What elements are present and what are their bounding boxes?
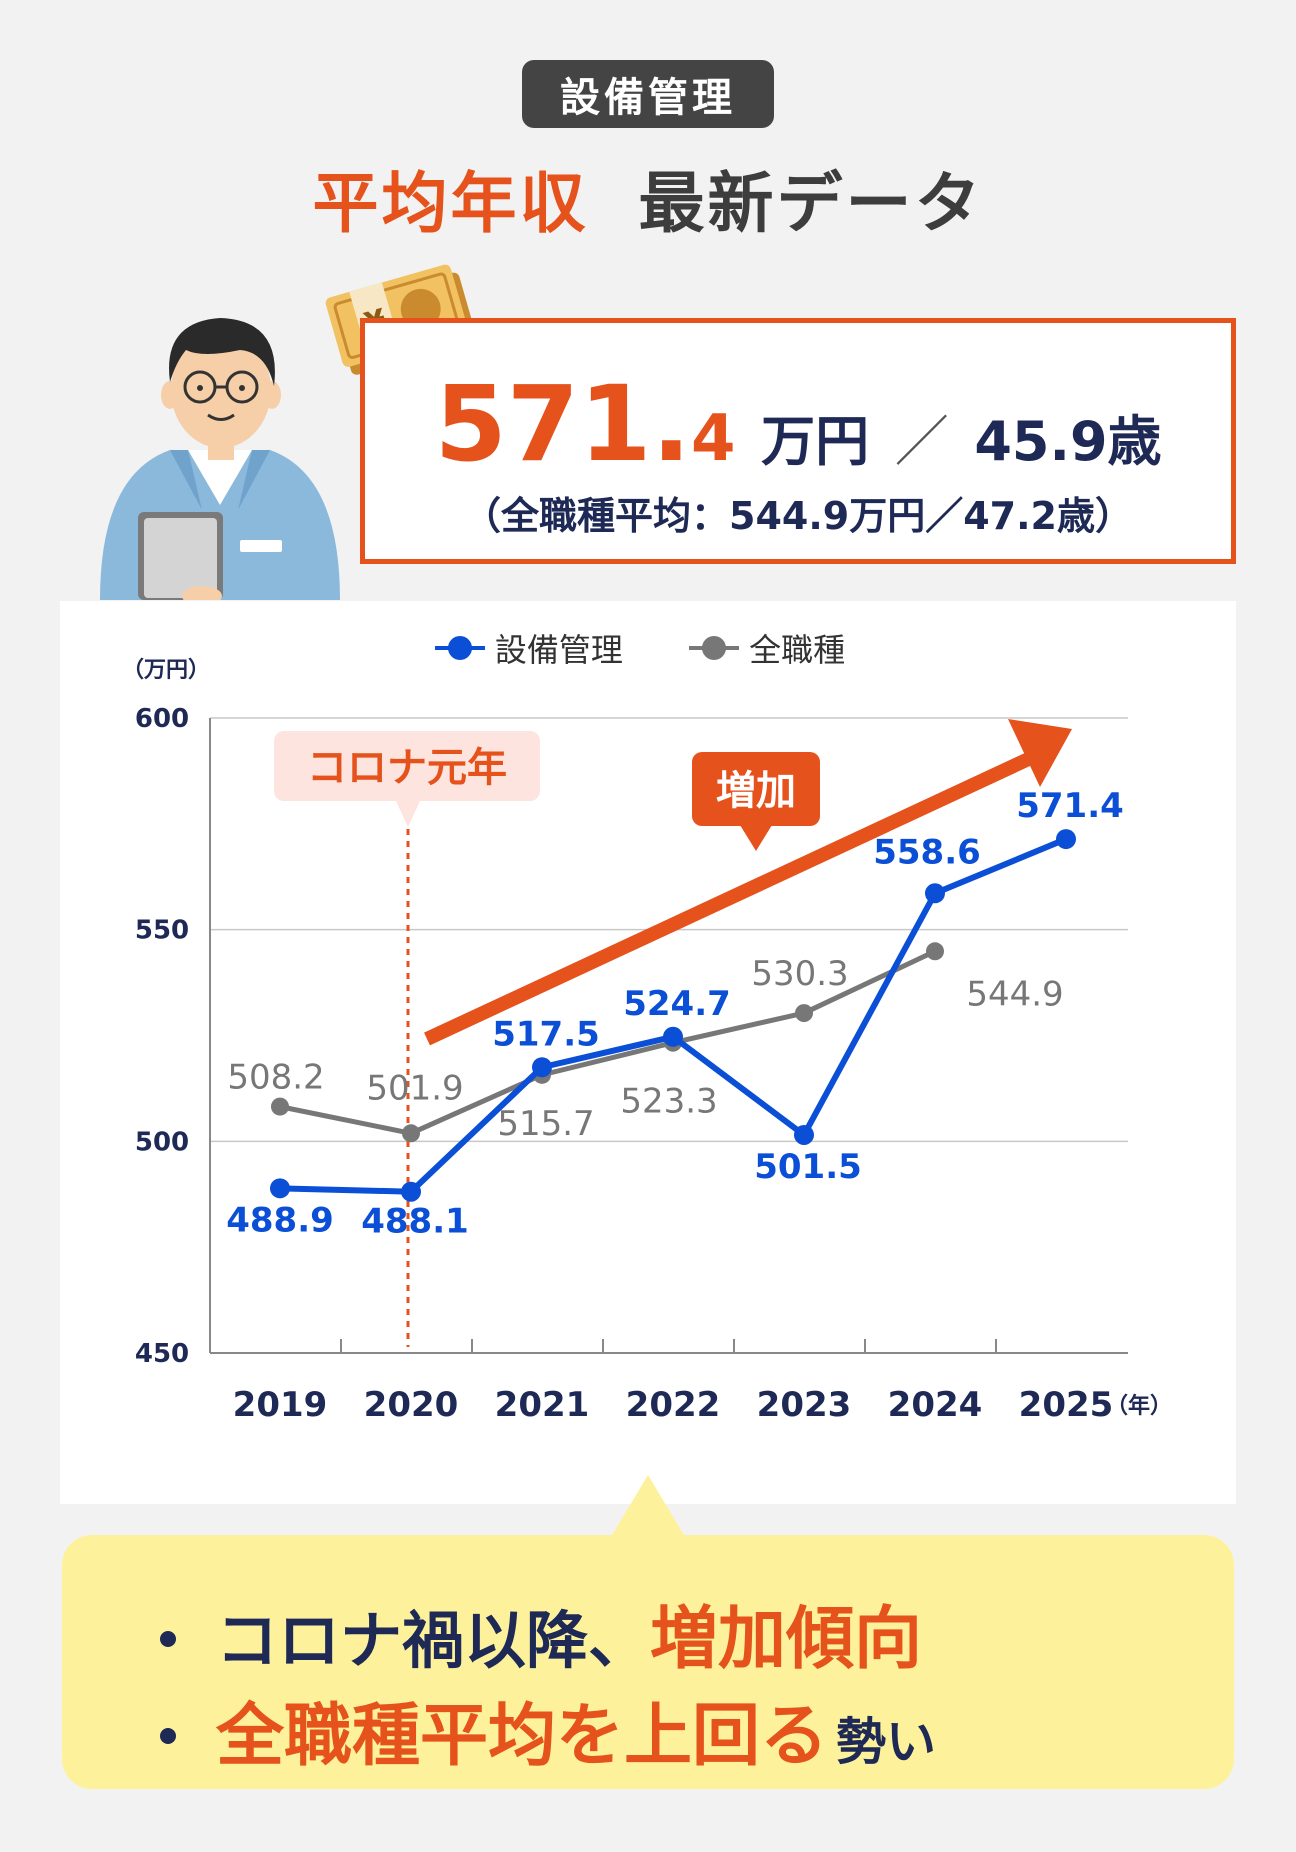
- data-label: 517.5: [492, 1014, 600, 1054]
- salary-stat-box: 571.4 万円 ／ 45.9歳 （全職種平均：544.9万円／47.2歳）: [360, 318, 1236, 564]
- data-point: [532, 1057, 552, 1078]
- data-label: 501.5: [754, 1147, 862, 1187]
- corona-label-tail: [396, 801, 420, 827]
- salary-line: 571.4 万円 ／ 45.9歳: [365, 363, 1231, 485]
- worker-illustration-icon: [100, 318, 340, 600]
- x-tick-label: 2021: [495, 1385, 590, 1425]
- increase-label-tail: [740, 825, 772, 851]
- data-point: [663, 1026, 683, 1047]
- data-point: [925, 883, 945, 904]
- data-point: [794, 1124, 814, 1145]
- summary-box: [62, 1535, 1234, 1789]
- title-highlight: 平均年収: [312, 165, 589, 242]
- x-tick-label: 2025: [1019, 1385, 1114, 1425]
- corona-label: コロナ元年: [307, 745, 507, 791]
- separator: ／: [894, 410, 949, 473]
- data-label: 523.3: [620, 1082, 717, 1122]
- age-value: 45.9歳: [974, 410, 1162, 473]
- bullet-dot-icon: [160, 1727, 176, 1744]
- trend-arrow-head: [1008, 719, 1072, 787]
- y-axis-unit-label: （万円）: [122, 658, 210, 683]
- corona-label-bg: [274, 731, 540, 801]
- page-title: 平均年収 最新データ: [0, 150, 1296, 246]
- summary-bullet-2: 全職種平均を上回る 勢い: [160, 1680, 936, 1779]
- y-tick-label: 500: [135, 1127, 189, 1157]
- increase-label-bg: [692, 752, 820, 826]
- salary-value: 571.4: [434, 363, 736, 485]
- data-label: 501.9: [366, 1068, 463, 1108]
- data-point: [795, 1004, 813, 1023]
- legend-item-series2: 全職種: [687, 625, 863, 671]
- y-tick-label: 450: [135, 1339, 189, 1369]
- x-tick-label: 2024: [888, 1385, 983, 1425]
- data-point: [270, 1178, 290, 1199]
- summary-bullet-1: コロナ禍以降、増加傾向: [160, 1583, 922, 1682]
- bullet-dot-icon: [160, 1630, 176, 1647]
- increase-label: 増加: [716, 768, 796, 814]
- data-point: [1056, 829, 1076, 850]
- x-tick-label: 2020: [364, 1385, 459, 1425]
- salary-unit: 万円: [761, 410, 870, 473]
- x-tick-label: 2019: [233, 1385, 328, 1425]
- summary-bubble-tail: [612, 1475, 684, 1535]
- legend-marker-blue-icon: [434, 636, 485, 660]
- data-point: [926, 942, 944, 961]
- salary-line-chart: 450 500 550 600 2019 2020 2021 2022 2023 2024 2025…: [122, 658, 1172, 1425]
- data-point: [271, 1097, 289, 1116]
- title-rest: 最新データ: [638, 165, 984, 242]
- x-axis-unit-label: （年）: [1106, 1393, 1172, 1419]
- trend-arrow-line: [424, 742, 1053, 1046]
- data-label: 508.2: [227, 1058, 324, 1098]
- comparison-text: （全職種平均：544.9万円／47.2歳）: [463, 494, 1133, 538]
- chart-card: 設備管理 全職種 450 500 550 600 2019 2020 2021 2022 202…: [60, 601, 1236, 1504]
- x-tick-label: 2022: [626, 1385, 721, 1425]
- legend-marker-gray-icon: [689, 636, 740, 660]
- data-point: [402, 1124, 420, 1143]
- data-label: 530.3: [751, 954, 848, 994]
- data-label: 488.9: [226, 1200, 334, 1240]
- series-line-1: [279, 948, 937, 1136]
- data-label: 515.7: [497, 1104, 594, 1144]
- data-point: [401, 1181, 421, 1202]
- x-tick-label: 2023: [757, 1385, 852, 1425]
- data-label: 544.9: [966, 974, 1063, 1014]
- y-tick-label: 550: [135, 916, 189, 946]
- legend-item-series1: 設備管理: [433, 625, 641, 671]
- y-tick-label: 600: [135, 704, 189, 734]
- category-badge: 設備管理: [522, 60, 774, 128]
- data-label: 558.6: [873, 832, 981, 872]
- data-label: 571.4: [1016, 786, 1124, 826]
- data-label: 488.1: [361, 1202, 469, 1242]
- data-label: 524.7: [623, 984, 731, 1024]
- chart-legend: 設備管理 全職種: [60, 625, 1236, 671]
